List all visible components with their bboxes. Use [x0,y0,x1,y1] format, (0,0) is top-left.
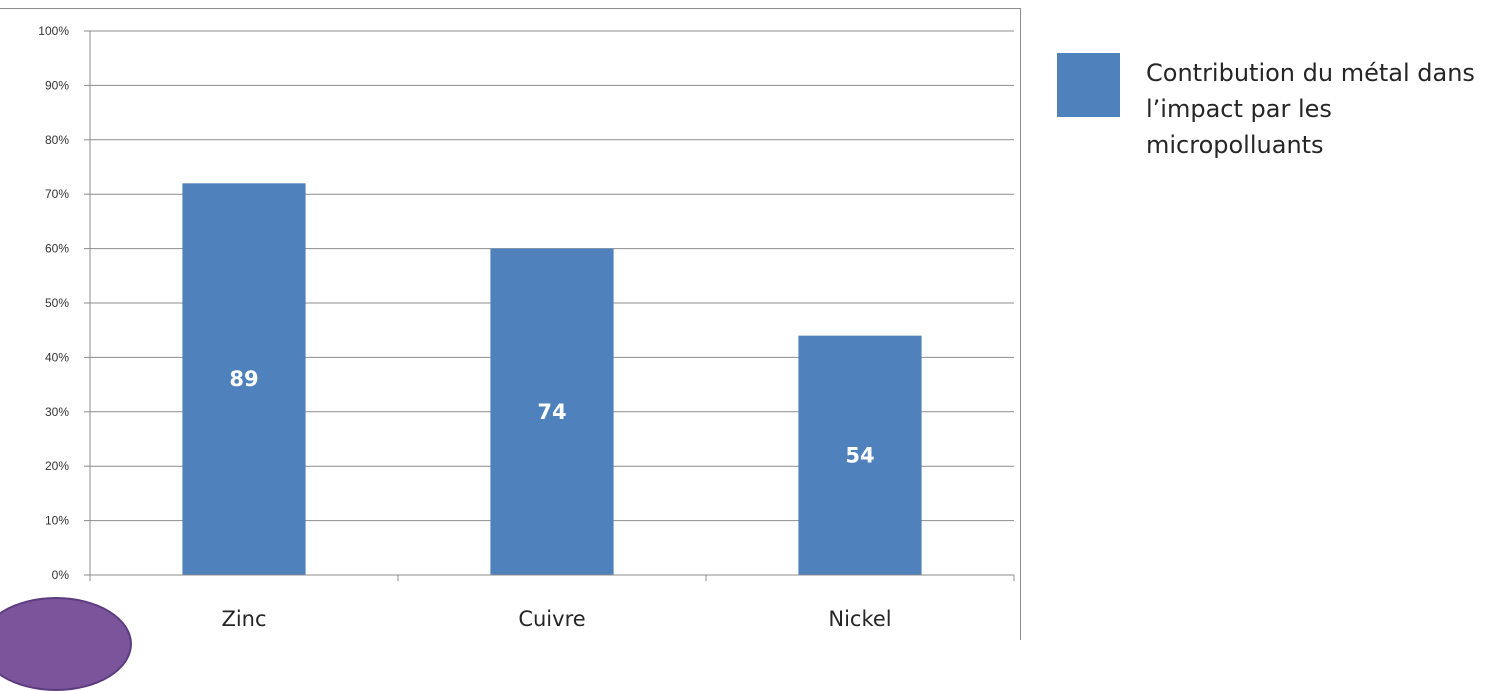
x-tick-label: Cuivre [518,607,585,631]
y-tick-label: 70% [45,187,69,201]
y-tick-label: 50% [45,296,69,310]
y-tick-label: 40% [45,350,69,364]
y-tick-label: 20% [45,459,69,473]
x-axis: Zinc Cuivre Nickel [89,31,1015,631]
data-labels: 89 74 54 [229,367,874,467]
x-tick-label: Nickel [828,607,891,631]
x-tick-label: Zinc [221,607,266,631]
legend-swatch [1057,53,1120,117]
chart-frame [0,8,1021,640]
y-tick-label: 80% [45,133,69,147]
y-tick-label: 0% [52,568,70,582]
legend-label: Contribution du métal dans l’impact par … [1146,59,1475,159]
y-tick-label: 100% [38,24,69,38]
data-label: 89 [229,367,258,391]
bar-zinc [182,183,306,575]
bar-cuivre [490,248,614,575]
y-axis-ticks: 0% 10% 20% 30% 40% 50% 60% 70% 80% 90% 100% [38,24,90,582]
y-tick-label: 60% [45,242,69,256]
bar-nickel [798,335,922,575]
y-tick-label: 10% [45,514,69,528]
data-label: 54 [845,443,874,467]
bar-chart: 0% 10% 20% 30% 40% 50% 60% 70% 80% 90% 100% 89 74 54… [38,24,1015,631]
y-tick-label: 90% [45,78,69,92]
y-tick-label: 30% [45,405,69,419]
bars [182,183,922,575]
data-label: 74 [537,400,566,424]
legend: Contribution du métal dans l’impact par … [1057,53,1477,159]
